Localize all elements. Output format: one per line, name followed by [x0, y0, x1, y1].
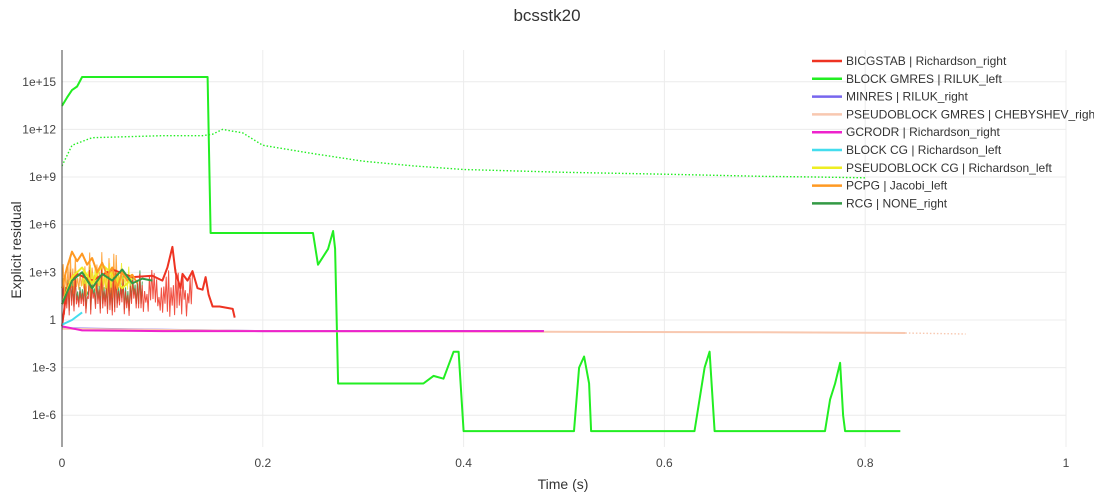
legend: BICGSTAB | Richardson_right BLOCK GMRES |…: [812, 54, 1094, 210]
y-axis-ticks: 1e+15 1e+12 1e+9 1e+6 1e+3 1 1e-3 1e-6: [22, 75, 56, 422]
x-tick-label: 0.2: [254, 456, 271, 470]
legend-label: RCG | NONE_right: [846, 196, 948, 210]
legend-label: BLOCK GMRES | RILUK_left: [846, 72, 1002, 86]
noise-band: [61, 269, 193, 317]
x-tick-label: 0.6: [656, 456, 673, 470]
series-line: [905, 332, 966, 335]
y-axis-title: Explicit residual: [8, 201, 24, 298]
series-line: [61, 245, 236, 327]
x-axis-ticks: 0 0.2 0.4 0.6 0.8 1: [59, 456, 1070, 470]
y-tick-label: 1e+9: [29, 170, 56, 184]
series-line: [61, 250, 139, 290]
y-tick-label: 1e-6: [32, 408, 56, 422]
y-tick-label: 1e+12: [22, 122, 56, 136]
legend-label: BICGSTAB | Richardson_right: [846, 54, 1007, 68]
series-line: [61, 311, 83, 326]
y-tick-label: 1e+15: [22, 75, 56, 89]
grid: [62, 50, 1067, 447]
series-line: [61, 325, 544, 333]
y-tick-label: 1e+6: [29, 218, 56, 232]
series-line: [61, 76, 901, 433]
legend-label: GCRODR | Richardson_right: [846, 125, 1000, 139]
series-line: [61, 128, 866, 179]
legend-label: PSEUDOBLOCK CG | Richardson_left: [846, 161, 1053, 175]
y-tick-label: 1: [49, 313, 56, 327]
chart-title: bcsstk20: [513, 6, 580, 25]
x-tick-label: 1: [1063, 456, 1070, 470]
y-tick-label: 1e-3: [32, 361, 56, 375]
legend-label: BLOCK CG | Richardson_left: [846, 143, 1002, 157]
x-tick-label: 0.8: [857, 456, 874, 470]
x-tick-label: 0.4: [455, 456, 472, 470]
legend-label: PCPG | Jacobi_left: [846, 179, 948, 193]
series-lines: [61, 76, 966, 433]
legend-label: MINRES | RILUK_right: [846, 90, 968, 104]
series-line: [61, 263, 133, 305]
series-line: [61, 268, 153, 305]
x-axis-title: Time (s): [538, 476, 589, 492]
legend-label: PSEUDOBLOCK GMRES | CHEBYSHEV_right: [846, 107, 1094, 121]
y-tick-label: 1e+3: [29, 265, 56, 279]
x-tick-label: 0: [59, 456, 66, 470]
